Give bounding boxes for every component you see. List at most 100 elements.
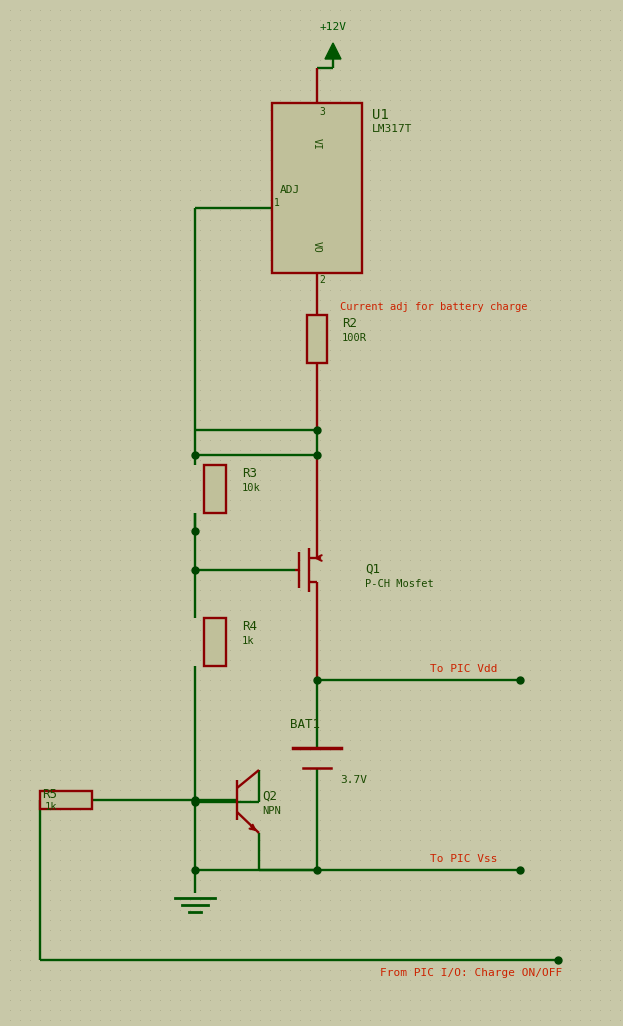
Point [95, 422, 105, 438]
Point [155, 62, 165, 78]
Point [585, 482, 595, 499]
Point [425, 112, 435, 128]
Point [25, 472, 35, 488]
Point [365, 382, 375, 398]
Point [255, 171, 265, 188]
Point [365, 442, 375, 459]
Point [605, 42, 615, 58]
Point [605, 592, 615, 608]
Point [55, 942, 65, 958]
Point [325, 722, 335, 739]
Point [145, 291, 155, 308]
Point [515, 312, 525, 328]
Point [115, 902, 125, 918]
Point [305, 622, 315, 638]
Point [125, 11, 135, 28]
Point [115, 571, 125, 588]
Point [445, 722, 455, 739]
Point [305, 972, 315, 988]
Point [325, 392, 335, 408]
Point [605, 801, 615, 818]
Point [115, 512, 125, 528]
Point [15, 1001, 25, 1018]
Point [15, 202, 25, 219]
Point [505, 742, 515, 758]
Point [345, 222, 355, 238]
Point [475, 652, 485, 668]
Point [595, 702, 605, 718]
Point [275, 972, 285, 988]
Point [185, 512, 195, 528]
Point [245, 602, 255, 619]
Point [585, 1001, 595, 1018]
Point [25, 822, 35, 838]
Point [65, 582, 75, 598]
Point [485, 982, 495, 998]
Point [225, 761, 235, 778]
Point [335, 362, 345, 379]
Point [85, 272, 95, 288]
Point [295, 472, 305, 488]
Point [25, 921, 35, 938]
Point [565, 371, 575, 388]
Point [495, 152, 505, 168]
Point [35, 722, 45, 739]
Point [465, 812, 475, 828]
Point [45, 211, 55, 228]
Point [65, 251, 75, 268]
Point [565, 102, 575, 118]
Point [465, 251, 475, 268]
Point [605, 531, 615, 548]
Point [375, 251, 385, 268]
Point [255, 592, 265, 608]
Point [505, 82, 515, 98]
Point [405, 801, 415, 818]
Point [485, 881, 495, 898]
Point [105, 371, 115, 388]
Point [525, 432, 535, 448]
Point [265, 642, 275, 659]
Text: LM317T: LM317T [372, 124, 412, 134]
Point [495, 982, 505, 998]
Point [615, 462, 623, 478]
Point [395, 182, 405, 198]
Point [225, 42, 235, 58]
Point [615, 142, 623, 158]
Point [525, 11, 535, 28]
Point [255, 832, 265, 849]
Point [455, 202, 465, 219]
Point [345, 832, 355, 849]
Point [15, 432, 25, 448]
Point [185, 912, 195, 929]
Point [445, 262, 455, 278]
Point [145, 171, 155, 188]
Point [245, 11, 255, 28]
Point [195, 472, 205, 488]
Point [415, 961, 425, 978]
Point [555, 862, 565, 878]
Point [305, 881, 315, 898]
Point [105, 122, 115, 139]
Point [485, 921, 495, 938]
Point [525, 852, 535, 868]
Point [245, 512, 255, 528]
Point [145, 51, 155, 68]
Point [575, 1001, 585, 1018]
Point [55, 582, 65, 598]
Point [365, 682, 375, 699]
Point [575, 251, 585, 268]
Point [505, 251, 515, 268]
Point [595, 122, 605, 139]
Point [115, 792, 125, 808]
Point [375, 11, 385, 28]
Point [415, 192, 425, 208]
Point [175, 502, 185, 518]
Point [295, 362, 305, 379]
Point [115, 921, 125, 938]
Point [215, 752, 225, 768]
Point [135, 942, 145, 958]
Point [265, 182, 275, 198]
Point [215, 942, 225, 958]
Point [35, 491, 45, 508]
Point [485, 812, 495, 828]
